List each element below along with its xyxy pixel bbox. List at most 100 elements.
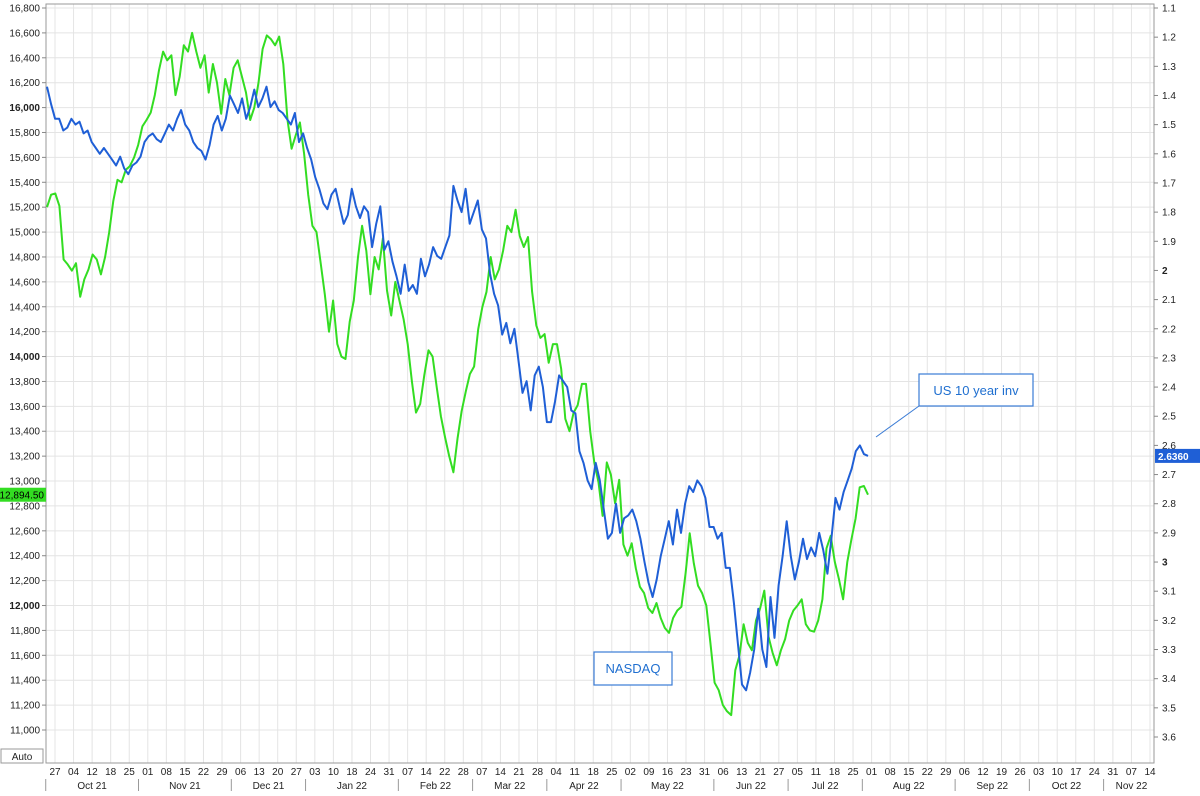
- right-tick-label: 3.4: [1162, 674, 1176, 685]
- left-axis: 11,000 11,200 11,400 11,600 11,800 12,000 12,2…: [0, 4, 46, 764]
- right-tick-label: 2.4: [1162, 383, 1176, 394]
- us10y-annotation-text: US 10 year inv: [933, 383, 1019, 398]
- left-tick-label: 11,600: [10, 651, 40, 662]
- left-tick-label: 15,000: [9, 228, 40, 239]
- x-tick-label: 25: [847, 767, 859, 778]
- x-tick-label: 14: [495, 767, 507, 778]
- x-tick-label: 12: [977, 767, 989, 778]
- x-tick-label: 05: [792, 767, 804, 778]
- right-tick-label: 1.4: [1162, 91, 1176, 102]
- left-tick-label: 12,400: [9, 551, 40, 562]
- right-axis: 1.1 1.2 1.3 1.4 1.5 1.6 1.7 1.8 1.9 2 2.1 2.2 2.3 2.4…: [1154, 4, 1176, 744]
- x-tick-label: 31: [384, 767, 396, 778]
- left-tick-label: 11,800: [10, 626, 40, 637]
- nasdaq-line: [46, 31, 869, 717]
- x-tick-label: 20: [272, 767, 284, 778]
- x-tick-label: 06: [959, 767, 971, 778]
- x-month-label: Jun 22: [736, 781, 766, 791]
- x-month-label: Dec 21: [253, 781, 285, 791]
- x-month-label: Nov 21: [169, 781, 201, 791]
- x-tick-label: 27: [291, 767, 303, 778]
- right-tick-label: 2.1: [1162, 295, 1176, 306]
- x-tick-label: 24: [1089, 767, 1101, 778]
- left-tick-label: 11,200: [10, 701, 40, 712]
- x-month-label: Apr 22: [569, 781, 599, 791]
- x-tick-label: 18: [105, 767, 117, 778]
- x-tick-label: 31: [699, 767, 711, 778]
- x-tick-label: 06: [235, 767, 247, 778]
- x-tick-label: 14: [1144, 767, 1156, 778]
- right-tick-label: 3.2: [1162, 616, 1176, 627]
- right-tick-label: 2.6: [1162, 441, 1176, 452]
- right-tick-label: 1.7: [1162, 178, 1176, 189]
- x-tick-label: 15: [179, 767, 191, 778]
- nasdaq-annotation-box: [593, 651, 673, 686]
- x-tick-label: 24: [365, 767, 377, 778]
- left-tick-label: 14,400: [9, 302, 40, 313]
- right-tick-label: 2.9: [1162, 528, 1176, 539]
- us10y-value-badge: [1155, 448, 1200, 463]
- plot-border: [45, 3, 1155, 764]
- left-tick-label: 11,000: [10, 726, 40, 737]
- left-tick-label: 12,200: [9, 576, 40, 587]
- annotations: US 10 year inv NASDAQ: [593, 373, 1034, 686]
- left-tick-label: 12,000: [9, 601, 40, 612]
- x-tick-label: 03: [309, 767, 321, 778]
- x-tick-label: 29: [216, 767, 228, 778]
- nasdaq-value-badge: [0, 487, 46, 502]
- left-tick-label: 12,600: [9, 526, 40, 537]
- x-tick-label: 18: [588, 767, 600, 778]
- x-tick-label: 10: [1052, 767, 1064, 778]
- nasdaq-annotation-text: NASDAQ: [606, 661, 661, 676]
- x-month-label: Sep 22: [976, 781, 1008, 791]
- right-tick-label: 2.2: [1162, 324, 1176, 335]
- x-tick-label: 13: [254, 767, 266, 778]
- x-tick-label: 15: [903, 767, 915, 778]
- x-month-label: Nov 22: [1116, 781, 1148, 791]
- left-tick-label: 13,000: [9, 477, 40, 488]
- left-tick-label: 16,600: [9, 28, 40, 39]
- right-tick-label: 1.3: [1162, 62, 1176, 73]
- x-tick-label: 04: [551, 767, 563, 778]
- left-tick-label: 15,800: [9, 128, 40, 139]
- right-tick-label: 3.1: [1162, 587, 1176, 598]
- x-tick-label: 11: [569, 767, 580, 778]
- x-tick-label: 12: [87, 767, 99, 778]
- x-month-label: Jan 22: [337, 781, 367, 791]
- x-tick-label: 17: [1070, 767, 1082, 778]
- x-tick-label: 14: [421, 767, 433, 778]
- left-tick-label: 11,400: [10, 676, 40, 687]
- right-tick-label: 2.8: [1162, 499, 1176, 510]
- x-tick-label: 28: [532, 767, 544, 778]
- left-tick-label: 14,600: [9, 277, 40, 288]
- nasdaq-value-text: 12,894.50: [0, 491, 44, 502]
- left-tick-label: 14,200: [9, 327, 40, 338]
- auto-box: [0, 748, 44, 764]
- left-tick-label: 14,800: [9, 252, 40, 263]
- left-tick-label: 15,400: [9, 178, 40, 189]
- right-tick-label: 2.3: [1162, 353, 1176, 364]
- x-tick-label: 16: [662, 767, 674, 778]
- right-tick-label: 2: [1162, 266, 1168, 277]
- x-tick-label: 25: [606, 767, 618, 778]
- us10y-annotation-leader: [875, 405, 920, 438]
- x-tick-label: 25: [124, 767, 136, 778]
- x-month-label: Oct 22: [1052, 781, 1082, 791]
- x-tick-label: 27: [49, 767, 61, 778]
- right-tick-label: 1.1: [1162, 4, 1176, 15]
- series-lines: [46, 31, 869, 717]
- left-tick-label: 15,600: [9, 153, 40, 164]
- x-tick-label: 06: [718, 767, 730, 778]
- x-tick-label: 13: [736, 767, 748, 778]
- us10y-annotation-box: [918, 373, 1034, 407]
- right-tick-label: 1.2: [1162, 33, 1176, 44]
- x-tick-label: 03: [1033, 767, 1045, 778]
- x-month-label: Aug 22: [893, 781, 925, 791]
- x-tick-label: 02: [625, 767, 637, 778]
- left-tick-label: 16,000: [9, 103, 40, 114]
- x-tick-label: 07: [402, 767, 414, 778]
- x-tick-label: 10: [328, 767, 340, 778]
- x-month-label: Oct 21: [77, 781, 107, 791]
- x-tick-label: 07: [476, 767, 488, 778]
- auto-label: Auto: [12, 752, 33, 763]
